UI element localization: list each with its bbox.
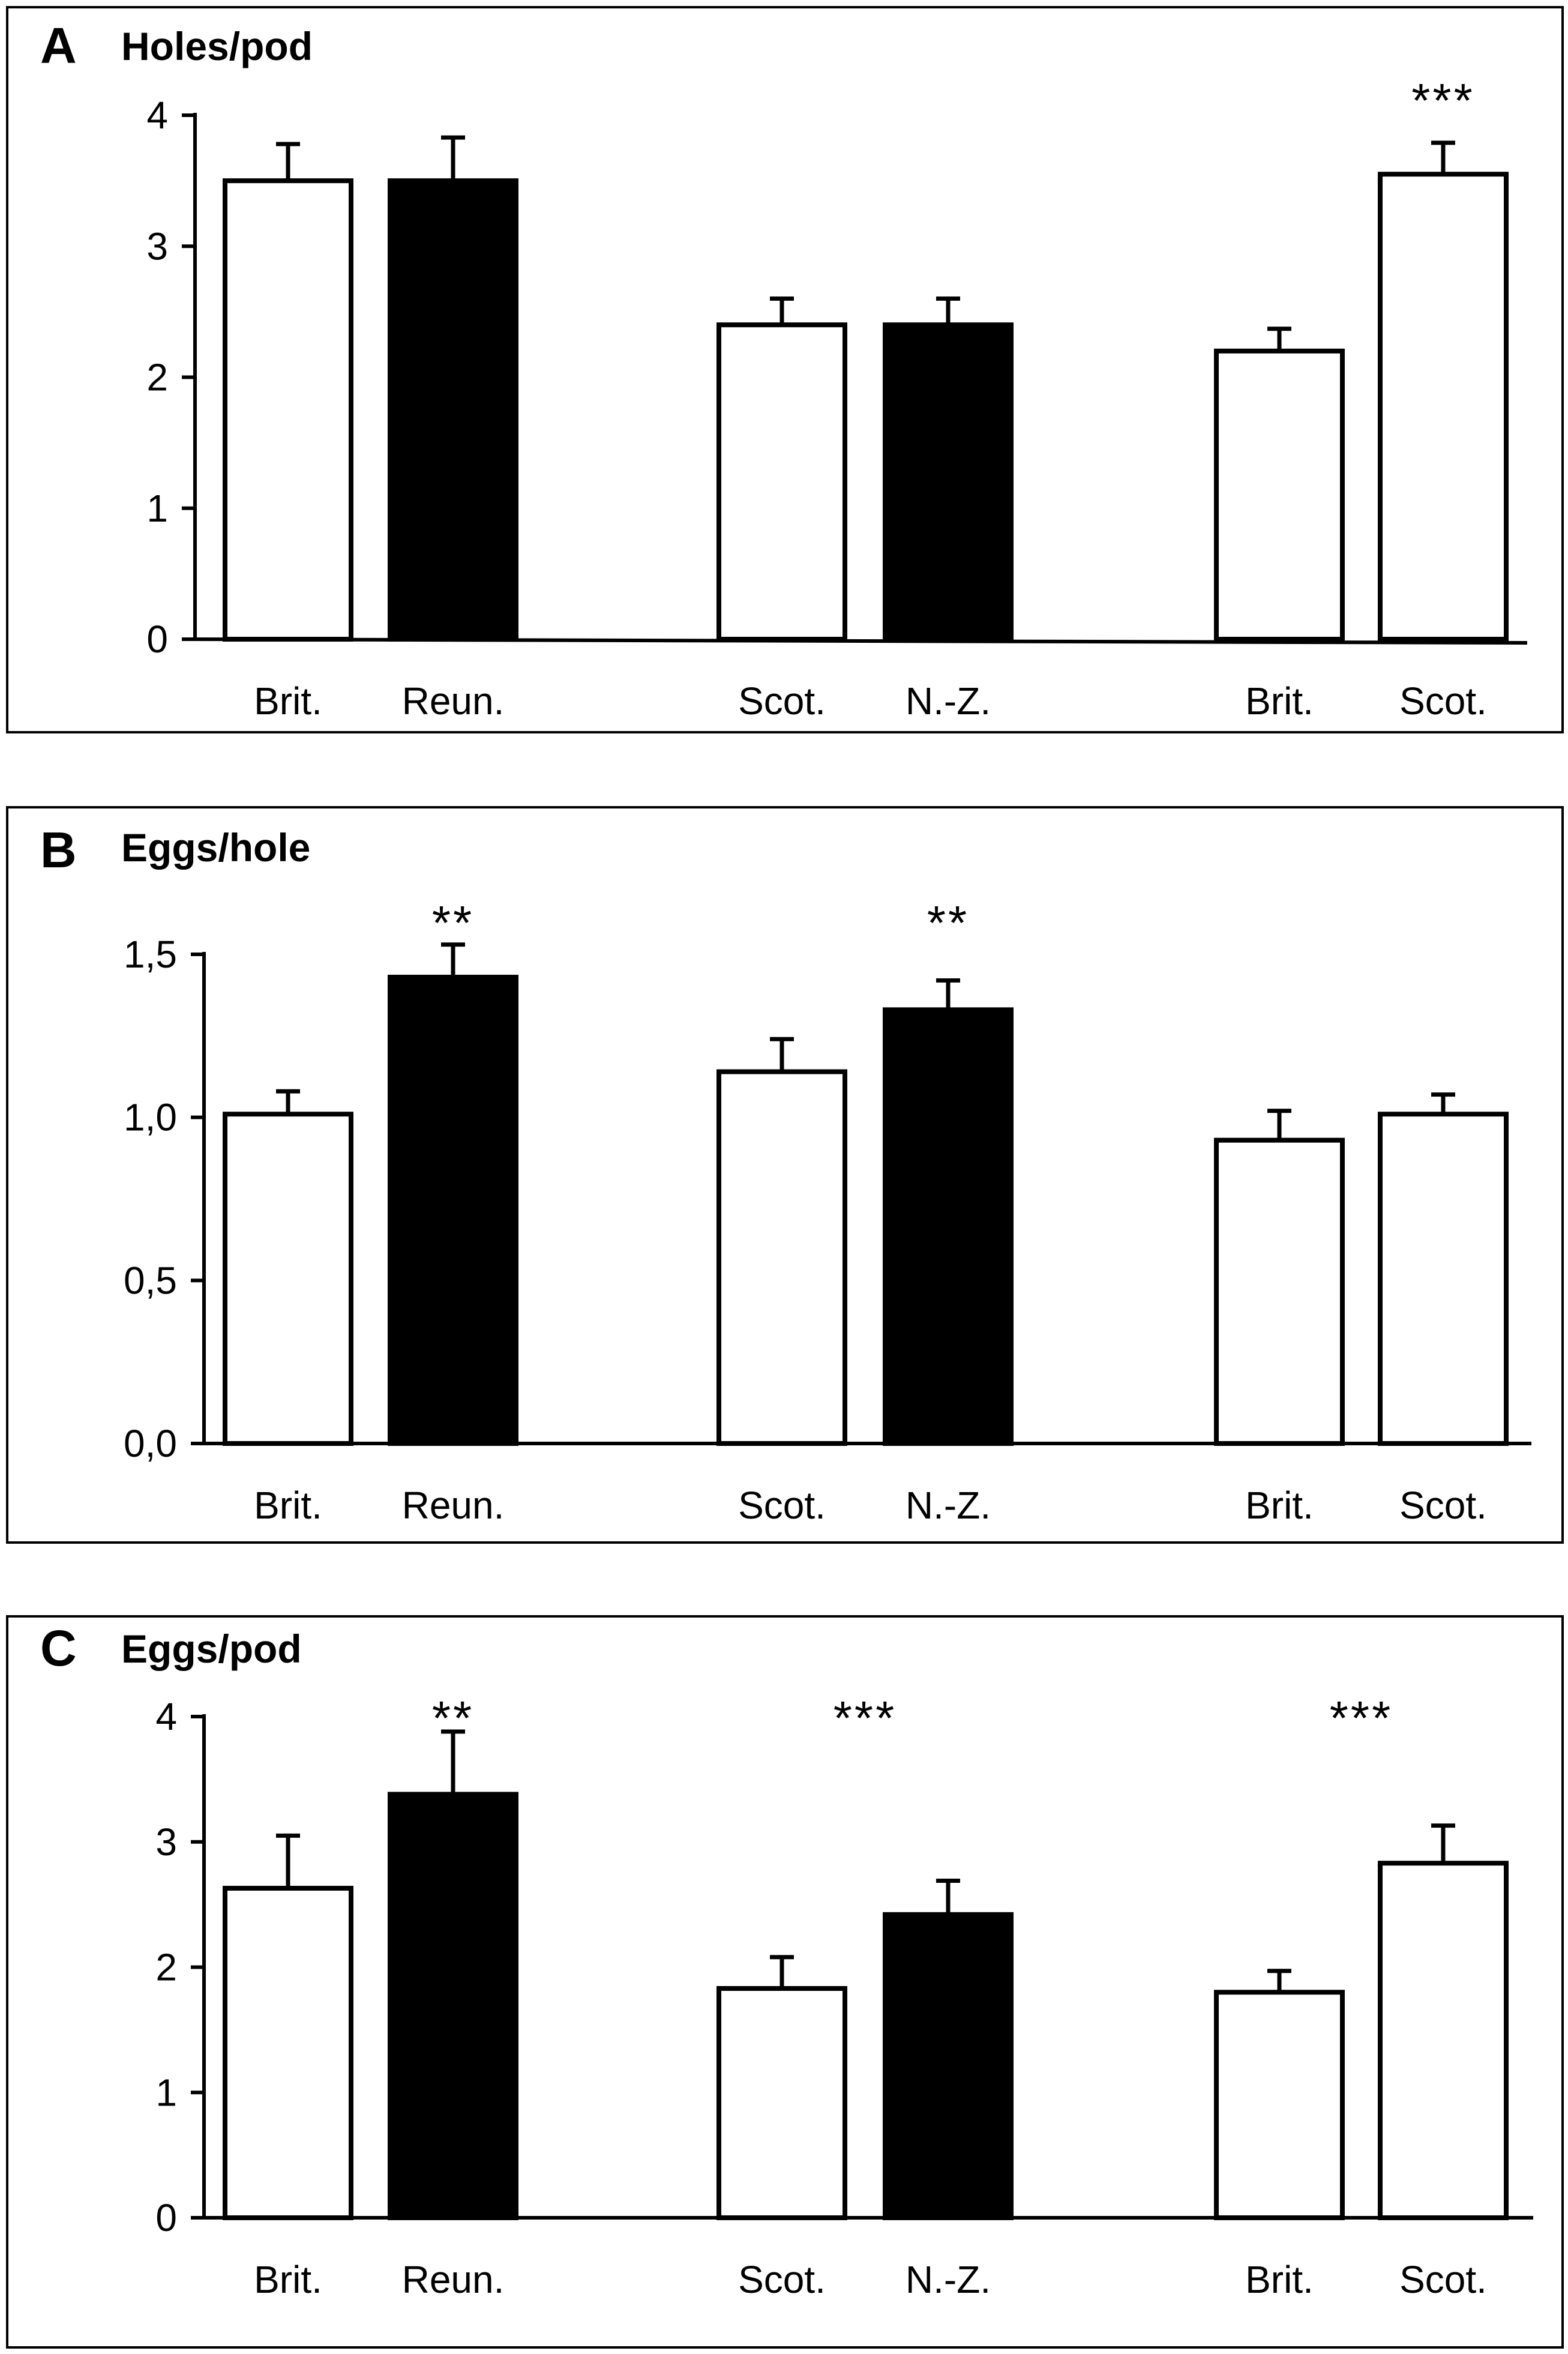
category-label: Brit.: [254, 679, 322, 723]
significance-marker: ***: [1411, 74, 1474, 127]
category-label: Scot.: [738, 679, 826, 723]
y-tick-label: 2: [146, 356, 168, 399]
y-tick-label: 0: [155, 2196, 177, 2239]
bar-b-0: [223, 1112, 353, 1446]
bar-a-2: [716, 322, 847, 642]
category-label: Brit.: [254, 1484, 322, 1527]
bar-c-5: [1378, 1861, 1509, 2221]
bar-b-2: [716, 1069, 847, 1446]
significance-marker: **: [927, 896, 969, 950]
bar-a-5: [1378, 172, 1509, 642]
y-tick-label: 0,5: [124, 1259, 177, 1302]
bar-c-1: [388, 1792, 518, 2221]
y-tick-label: 2: [155, 1946, 177, 1989]
category-label: N.-Z.: [906, 1484, 991, 1527]
bar-b-4: [1214, 1137, 1345, 1446]
y-tick-label: 1: [146, 487, 168, 530]
y-tick-label: 1,0: [124, 1096, 177, 1139]
category-label: Scot.: [738, 1484, 826, 1527]
significance-marker: ***: [834, 1691, 897, 1745]
y-tick-label: 0: [146, 618, 168, 661]
y-tick-label: 4: [146, 94, 168, 137]
y-tick-label: 4: [155, 1695, 177, 1738]
panel-letter: C: [40, 1620, 77, 1676]
bar-c-4: [1214, 1990, 1345, 2220]
bar-a-4: [1214, 348, 1345, 642]
category-label: Brit.: [254, 2258, 322, 2301]
bar-a-3: [883, 322, 1014, 642]
panel-title: Holes/pod: [121, 24, 313, 68]
y-tick-label: 0,0: [124, 1422, 177, 1465]
category-label: N.-Z.: [906, 2258, 991, 2301]
bar-c-0: [223, 1885, 353, 2221]
bar-c-2: [716, 1985, 847, 2221]
category-label: Scot.: [1399, 1484, 1487, 1527]
category-label: Brit.: [1245, 679, 1314, 723]
category-label: Reun.: [402, 679, 505, 723]
bar-a-0: [223, 178, 353, 642]
significance-marker: **: [432, 896, 474, 950]
significance-marker: ***: [1330, 1691, 1393, 1745]
bar-b-1: [388, 975, 518, 1446]
category-label: Reun.: [402, 1484, 505, 1527]
panel-letter: B: [40, 822, 77, 878]
category-label: Scot.: [1399, 679, 1487, 723]
bar-b-3: [883, 1007, 1014, 1446]
bar-b-5: [1378, 1112, 1509, 1446]
category-label: Reun.: [402, 2258, 505, 2301]
y-tick-label: 1,5: [124, 933, 177, 976]
panel-title: Eggs/pod: [121, 1627, 302, 1671]
panel-letter: A: [40, 17, 77, 74]
category-label: Scot.: [1399, 2258, 1487, 2301]
category-label: N.-Z.: [906, 679, 991, 723]
category-label: Brit.: [1245, 1484, 1314, 1527]
panel-title: Eggs/hole: [121, 825, 310, 870]
bar-c-3: [883, 1912, 1014, 2220]
y-tick-label: 3: [146, 224, 168, 268]
category-label: Brit.: [1245, 2258, 1314, 2301]
y-tick-label: 1: [155, 2071, 177, 2114]
y-tick-label: 3: [155, 1820, 177, 1864]
significance-marker: **: [432, 1691, 474, 1745]
bar-a-1: [388, 178, 518, 642]
category-label: Scot.: [738, 2258, 826, 2301]
